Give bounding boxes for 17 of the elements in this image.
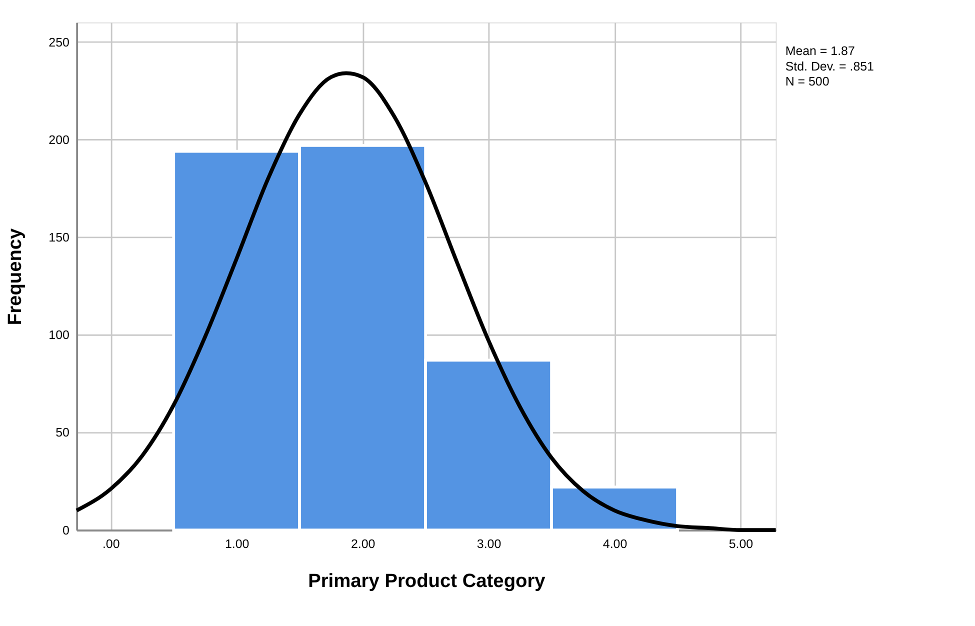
x-tick-label: 5.00 bbox=[728, 536, 754, 551]
text: Mean = 1.87 bbox=[785, 44, 855, 58]
x-axis-title: Primary Product Category bbox=[308, 571, 546, 592]
y-tick-label: 150 bbox=[48, 230, 70, 244]
x-tick-label: 1.00 bbox=[224, 536, 250, 551]
x-tick-label: 4.00 bbox=[602, 536, 628, 551]
y-tick-label: 100 bbox=[48, 328, 70, 342]
text: N = 500 bbox=[785, 74, 830, 89]
text: Std. Dev. = .851 bbox=[785, 59, 874, 74]
y-tick-label: 250 bbox=[48, 35, 70, 50]
y-tick-label: 50 bbox=[56, 426, 70, 440]
y-axis-title: Frequency bbox=[4, 228, 26, 326]
x-tick-label: .00 bbox=[102, 536, 120, 551]
y-tick-label: 200 bbox=[48, 132, 70, 147]
y-tick-label: 0 bbox=[62, 523, 70, 538]
x-tick-label: 2.00 bbox=[350, 536, 376, 551]
x-tick-label: 3.00 bbox=[476, 536, 502, 551]
